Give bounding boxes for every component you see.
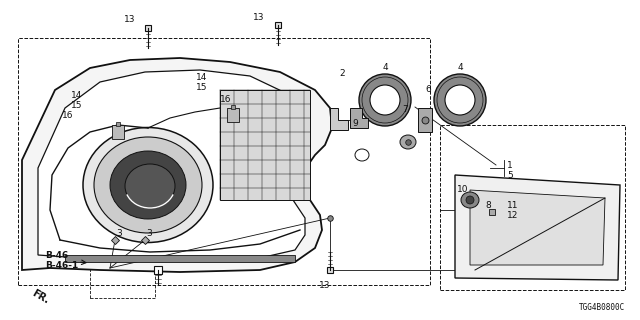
Polygon shape bbox=[330, 108, 348, 130]
Text: 11: 11 bbox=[507, 201, 518, 210]
Ellipse shape bbox=[125, 164, 175, 208]
Text: 4: 4 bbox=[457, 63, 463, 73]
Text: 4: 4 bbox=[382, 63, 388, 73]
Polygon shape bbox=[65, 255, 295, 262]
Text: FR.: FR. bbox=[30, 288, 51, 306]
Text: 7: 7 bbox=[403, 106, 408, 115]
Text: B-46: B-46 bbox=[45, 251, 68, 260]
Text: 6: 6 bbox=[425, 85, 431, 94]
Text: 13: 13 bbox=[124, 15, 135, 25]
Text: 3: 3 bbox=[147, 228, 152, 237]
FancyBboxPatch shape bbox=[112, 125, 124, 139]
Text: 14: 14 bbox=[196, 74, 207, 83]
Ellipse shape bbox=[400, 135, 416, 149]
Bar bbox=[90, 240, 155, 298]
Text: TGG4B0800C: TGG4B0800C bbox=[579, 303, 625, 312]
Polygon shape bbox=[38, 70, 308, 260]
Text: 13: 13 bbox=[319, 281, 331, 290]
Polygon shape bbox=[455, 175, 620, 280]
Text: B-46-1: B-46-1 bbox=[45, 260, 78, 269]
Text: 15: 15 bbox=[195, 84, 207, 92]
Polygon shape bbox=[22, 58, 332, 272]
Ellipse shape bbox=[359, 74, 411, 126]
Bar bbox=[18, 38, 430, 285]
Text: 16: 16 bbox=[220, 95, 232, 105]
Polygon shape bbox=[418, 108, 432, 132]
Bar bbox=[220, 90, 310, 200]
Ellipse shape bbox=[370, 85, 400, 115]
Ellipse shape bbox=[83, 127, 213, 243]
Text: 10: 10 bbox=[457, 186, 468, 195]
Text: 1: 1 bbox=[507, 161, 513, 170]
Ellipse shape bbox=[445, 85, 475, 115]
Text: 13: 13 bbox=[253, 13, 264, 22]
Text: 15: 15 bbox=[70, 100, 82, 109]
Bar bbox=[440, 125, 625, 290]
Text: 8: 8 bbox=[485, 201, 491, 210]
Ellipse shape bbox=[434, 74, 486, 126]
Ellipse shape bbox=[461, 192, 479, 208]
Polygon shape bbox=[350, 108, 368, 128]
Ellipse shape bbox=[355, 149, 369, 161]
Ellipse shape bbox=[466, 196, 474, 204]
Ellipse shape bbox=[110, 151, 186, 219]
Text: 12: 12 bbox=[507, 211, 518, 220]
Polygon shape bbox=[470, 190, 605, 265]
Text: 14: 14 bbox=[70, 91, 82, 100]
Text: 5: 5 bbox=[507, 171, 513, 180]
FancyBboxPatch shape bbox=[227, 108, 239, 122]
Text: 2: 2 bbox=[339, 68, 345, 77]
Text: 3: 3 bbox=[116, 228, 122, 237]
Text: 16: 16 bbox=[61, 110, 73, 119]
Ellipse shape bbox=[94, 137, 202, 233]
Text: 9: 9 bbox=[352, 118, 358, 127]
